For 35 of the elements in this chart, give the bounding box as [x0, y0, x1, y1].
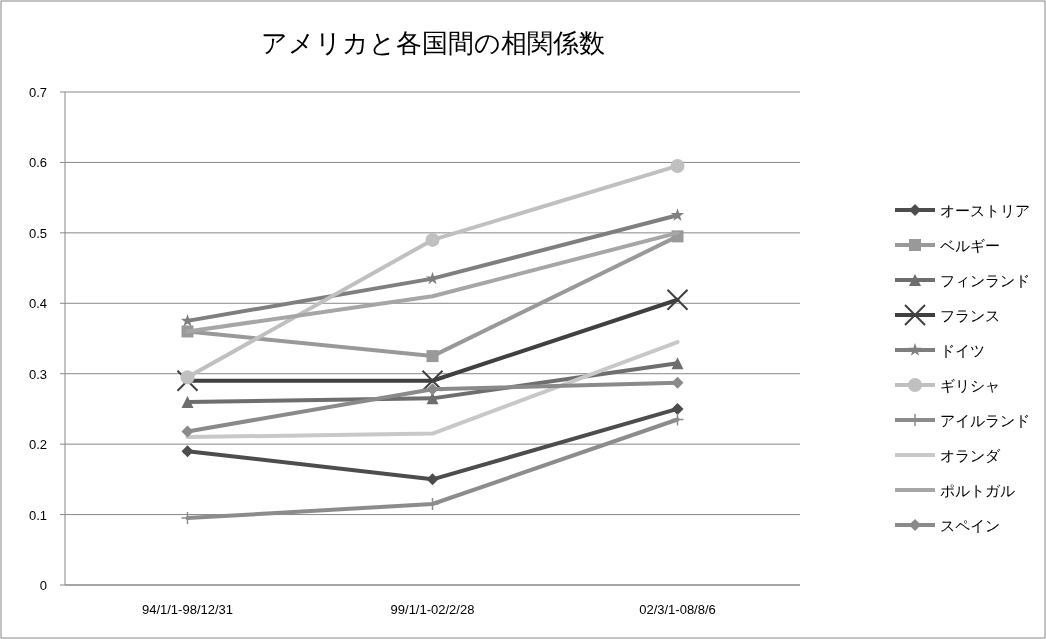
- y-tick-label: 0.2: [28, 437, 47, 453]
- y-tick-label: 0.4: [28, 296, 47, 312]
- legend-label: ポルトガル: [940, 482, 1015, 499]
- point: [670, 412, 685, 427]
- y-tick-label: 0.6: [28, 155, 47, 171]
- legend-label: アイルランド: [940, 412, 1030, 429]
- point: [426, 350, 439, 363]
- point: [425, 232, 440, 247]
- chart-title: アメリカと各国間の相関係数: [260, 28, 605, 58]
- y-tick-label: 0.7: [28, 85, 47, 100]
- y-tick-label: 0.5: [28, 225, 47, 241]
- legend-label: ギリシャ: [940, 377, 1000, 394]
- x-tick-label: 94/1/1-98/12/31: [141, 602, 234, 617]
- y-tick-label: 0.3: [28, 366, 47, 382]
- legend-label: フランス: [940, 307, 1000, 324]
- x-tick-label: 02/3/1-08/8/6: [639, 602, 716, 617]
- point: [421, 369, 444, 392]
- x-tick-label: 99/1/1-02/2/28: [390, 602, 475, 617]
- point: [670, 208, 685, 221]
- point: [666, 288, 689, 311]
- point: [426, 473, 439, 486]
- legend-label: フィンランド: [940, 272, 1030, 289]
- legend-label: オランダ: [940, 447, 1001, 464]
- legend-label: ドイツ: [940, 342, 985, 359]
- point: [181, 395, 194, 408]
- point: [671, 357, 684, 370]
- legend-label: ベルギー: [940, 237, 1000, 254]
- legend-label: スペイン: [940, 517, 1000, 534]
- point: [670, 158, 685, 173]
- y-tick-label: 0.1: [28, 507, 47, 523]
- point: [181, 425, 194, 438]
- y-tick-label: 0: [39, 578, 47, 593]
- legend-label: オーストリア: [940, 202, 1030, 219]
- point: [180, 370, 195, 385]
- point: [671, 402, 684, 415]
